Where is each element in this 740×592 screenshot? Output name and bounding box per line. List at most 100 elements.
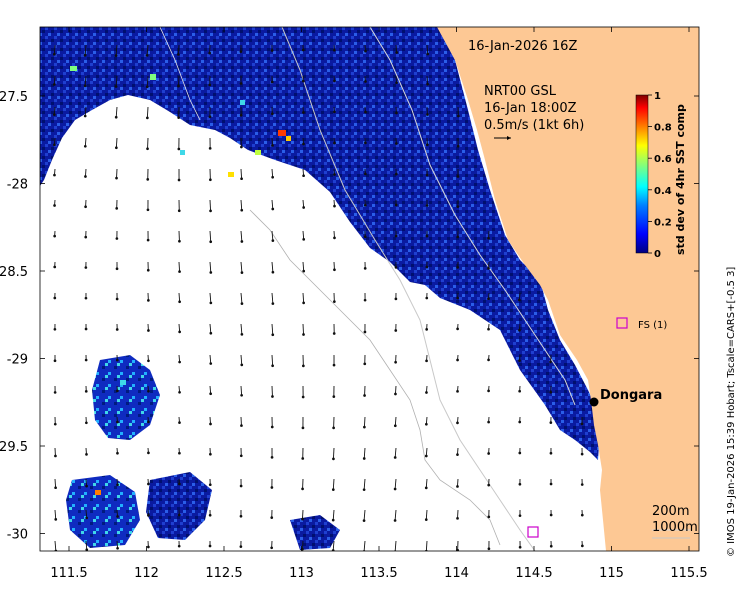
- wind-time-label: 16-Jan 18:00Z: [484, 101, 577, 116]
- vector-arrow-head: [301, 426, 305, 430]
- vector-arrow-head: [362, 457, 366, 460]
- vector-arrow-head: [487, 452, 491, 455]
- vector-arrow-head: [456, 144, 460, 148]
- vector-arrow-head: [393, 487, 397, 491]
- station-label: FS (1): [638, 320, 667, 331]
- vector-arrow-head: [301, 517, 304, 521]
- vector-arrow-head: [177, 116, 180, 120]
- vector-arrow-head: [145, 85, 149, 89]
- vector-arrow-head: [115, 237, 119, 240]
- vector-arrow: [332, 540, 335, 551]
- vector-arrow-head: [456, 327, 459, 331]
- vector-arrow: [332, 509, 335, 521]
- vector-arrow-head: [270, 455, 274, 459]
- vector-arrow: [84, 106, 87, 117]
- vector-arrow-head: [302, 269, 306, 273]
- vector-arrow-head: [240, 332, 244, 336]
- vector-arrow-head: [301, 395, 305, 399]
- vector-arrow-head: [363, 203, 367, 207]
- vector-arrow: [363, 447, 366, 459]
- x-tick-label: 114.5: [515, 566, 552, 581]
- contour-shelf: [249, 209, 501, 546]
- vector-arrow-head: [518, 545, 522, 549]
- vector-arrow-head: [363, 235, 367, 239]
- sst-data-patch-offshore: [92, 355, 160, 440]
- vector-arrow: [240, 354, 243, 365]
- vector-arrow-head: [364, 49, 367, 53]
- vector-arrow-head: [393, 424, 397, 428]
- vector-arrow-head: [240, 302, 244, 305]
- vector-arrow-head: [240, 271, 244, 275]
- vector-arrow-head: [239, 82, 243, 85]
- vector-arrow-head: [116, 451, 119, 455]
- vector-arrow-head: [487, 358, 490, 362]
- vector-arrow: [271, 230, 274, 241]
- vector-arrow-head: [456, 266, 460, 269]
- vector-arrow-head: [178, 300, 181, 304]
- y-tick-label: -29: [7, 353, 28, 368]
- vector-arrow-head: [426, 52, 430, 56]
- vector-arrow: [271, 261, 274, 273]
- vector-arrow: [394, 478, 397, 490]
- vector-arrow-head: [456, 358, 459, 362]
- vector-arrow: [271, 354, 274, 366]
- contour-200m-label: 200m: [652, 504, 689, 519]
- vector-arrow: [84, 137, 87, 147]
- vector-arrow-head: [395, 81, 398, 85]
- vector-arrow-head: [333, 300, 336, 304]
- vector-arrow: [54, 509, 57, 520]
- vector-arrow-head: [333, 204, 336, 208]
- vector-arrow-head: [147, 298, 150, 302]
- vector-arrow-head: [394, 329, 398, 332]
- vector-arrow: [177, 44, 180, 55]
- vector-arrow-head: [54, 518, 58, 521]
- vector-arrow-head: [209, 331, 213, 335]
- vector-arrow-head: [333, 48, 336, 52]
- vector-arrow-head: [84, 358, 88, 362]
- vector-arrow-head: [364, 110, 367, 114]
- vector-arrow: [240, 385, 243, 396]
- vector-arrow-head: [332, 332, 336, 335]
- vector-arrow-head: [394, 297, 398, 301]
- sst-data-swath: [40, 27, 600, 460]
- vector-arrow-head: [271, 270, 275, 274]
- vector-arrow-head: [178, 239, 181, 243]
- vector-arrow-head: [333, 236, 336, 240]
- wind-model-label: NRT00 GSL: [484, 84, 557, 99]
- vector-arrow: [115, 75, 118, 87]
- vector-arrow-head: [146, 268, 150, 272]
- vector-arrow-head: [333, 268, 336, 272]
- vector-arrow: [115, 137, 118, 148]
- vector-arrow-head: [114, 85, 118, 88]
- vector-arrow: [240, 199, 243, 211]
- vector-arrow-head: [333, 173, 336, 176]
- vector-arrow-head: [518, 359, 521, 362]
- vector-arrow-head: [549, 544, 553, 548]
- vector-arrow-head: [301, 487, 304, 491]
- vector-arrow-head: [239, 454, 243, 458]
- vector-arrow: [240, 230, 243, 242]
- vector-arrow-head: [456, 114, 460, 118]
- vector-arrow-head: [147, 482, 150, 486]
- x-tick-label: 111.5: [50, 566, 87, 581]
- vector-arrow-head: [84, 296, 88, 300]
- vector-arrow-head: [147, 420, 150, 424]
- vector-arrow: [394, 540, 397, 551]
- vector-arrow-head: [240, 424, 243, 427]
- vector-arrow-head: [85, 484, 88, 488]
- vector-arrow-head: [424, 518, 428, 521]
- vector-arrow-head: [271, 364, 274, 368]
- vector-arrow-head: [53, 391, 57, 394]
- vector-arrow-head: [487, 297, 490, 301]
- vector-arrow-head: [549, 451, 553, 455]
- vector-arrow-head: [52, 113, 56, 116]
- vector-arrow-head: [393, 519, 397, 522]
- vector-arrow-head: [363, 267, 367, 270]
- vector-arrow-head: [362, 488, 366, 492]
- vector-arrow-head: [487, 547, 491, 551]
- vector-arrow: [54, 540, 57, 551]
- vector-arrow: [271, 168, 274, 178]
- vector-arrow-head: [209, 271, 213, 274]
- vector-arrow-head: [395, 51, 399, 54]
